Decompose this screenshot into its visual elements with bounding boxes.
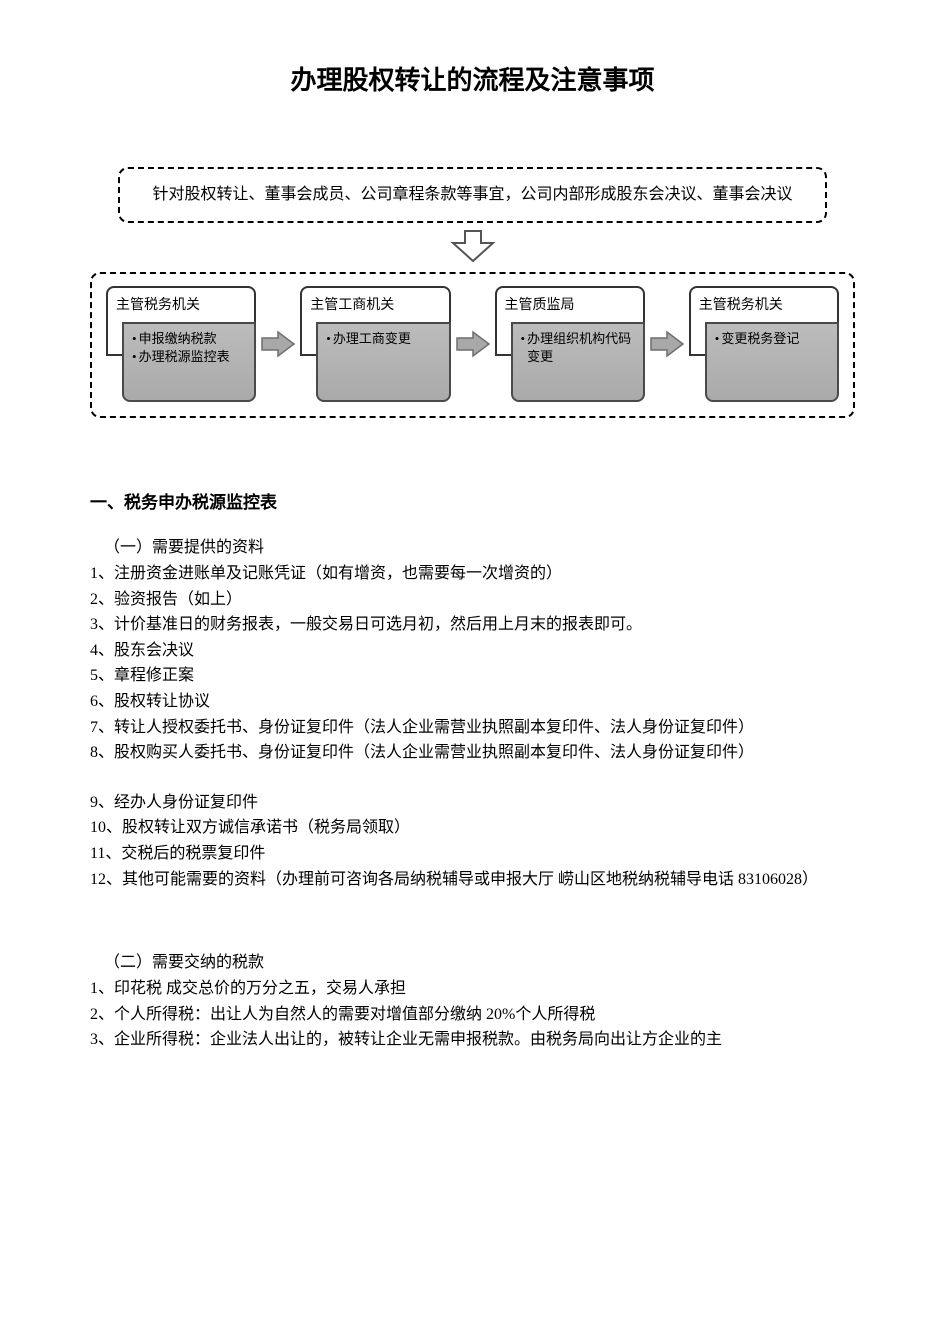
flow-node: 主管税务机关申报缴纳税款办理税源监控表	[106, 286, 256, 402]
flow-node-bullet: 办理工商变更	[326, 330, 440, 348]
flow-intro-box: 针对股权转让、董事会成员、公司章程条款等事宜，公司内部形成股东会决议、董事会决议	[118, 167, 827, 223]
flow-node-bullet: 办理组织机构代码变更	[521, 330, 635, 365]
right-arrow-icon	[455, 329, 491, 364]
list-item: 12、其他可能需要的资料（办理前可咨询各局纳税辅导或申报大厅 崂山区地税纳税辅导…	[90, 867, 855, 893]
list-item: 11、交税后的税票复印件	[90, 841, 855, 867]
flow-node: 主管质监局办理组织机构代码变更	[495, 286, 645, 402]
subheading-1-2: （二）需要交纳的税款	[104, 948, 855, 972]
list-item: 1、印花税 成交总价的万分之五，交易人承担	[90, 976, 855, 1002]
flow-node-body: 申报缴纳税款办理税源监控表	[122, 322, 256, 402]
subheading-1-1: （一）需要提供的资料	[104, 533, 855, 557]
flow-node-bullet: 申报缴纳税款	[132, 330, 246, 348]
list-item: 4、股东会决议	[90, 638, 855, 664]
flow-node-bullet: 变更税务登记	[715, 330, 829, 348]
flow-node: 主管税务机关变更税务登记	[689, 286, 839, 402]
list-item: 3、计价基准日的财务报表，一般交易日可选月初，然后用上月末的报表即可。	[90, 612, 855, 638]
page-title: 办理股权转让的流程及注意事项	[90, 60, 855, 97]
section-heading-1: 一、税务申办税源监控表	[90, 488, 855, 513]
list-item: 9、经办人身份证复印件	[90, 790, 855, 816]
down-arrow-icon	[90, 229, 855, 268]
list-item: 3、企业所得税：企业法人出让的，被转让企业无需申报税款。由税务局向出让方企业的主	[90, 1027, 855, 1053]
list-item: 2、验资报告（如上）	[90, 587, 855, 613]
right-arrow-icon	[649, 329, 685, 364]
list-item: 2、个人所得税：出让人为自然人的需要对增值部分缴纳 20%个人所得税	[90, 1002, 855, 1028]
list-item: 7、转让人授权委托书、身份证复印件（法人企业需营业执照副本复印件、法人身份证复印…	[90, 715, 855, 741]
flow-node-body: 变更税务登记	[705, 322, 839, 402]
flow-container: 主管税务机关申报缴纳税款办理税源监控表主管工商机关办理工商变更主管质监局办理组织…	[90, 272, 855, 418]
list-item: 1、注册资金进账单及记账凭证（如有增资，也需要每一次增资的）	[90, 561, 855, 587]
flow-node: 主管工商机关办理工商变更	[300, 286, 450, 402]
flow-node-body: 办理工商变更	[316, 322, 450, 402]
flow-node-body: 办理组织机构代码变更	[511, 322, 645, 402]
list-item: 6、股权转让协议	[90, 689, 855, 715]
right-arrow-icon	[260, 329, 296, 364]
list-item: 10、股权转让双方诚信承诺书（税务局领取）	[90, 815, 855, 841]
flow-node-bullet: 办理税源监控表	[132, 348, 246, 366]
list-item: 5、章程修正案	[90, 663, 855, 689]
list-item: 8、股权购买人委托书、身份证复印件（法人企业需营业执照副本复印件、法人身份证复印…	[90, 740, 855, 766]
